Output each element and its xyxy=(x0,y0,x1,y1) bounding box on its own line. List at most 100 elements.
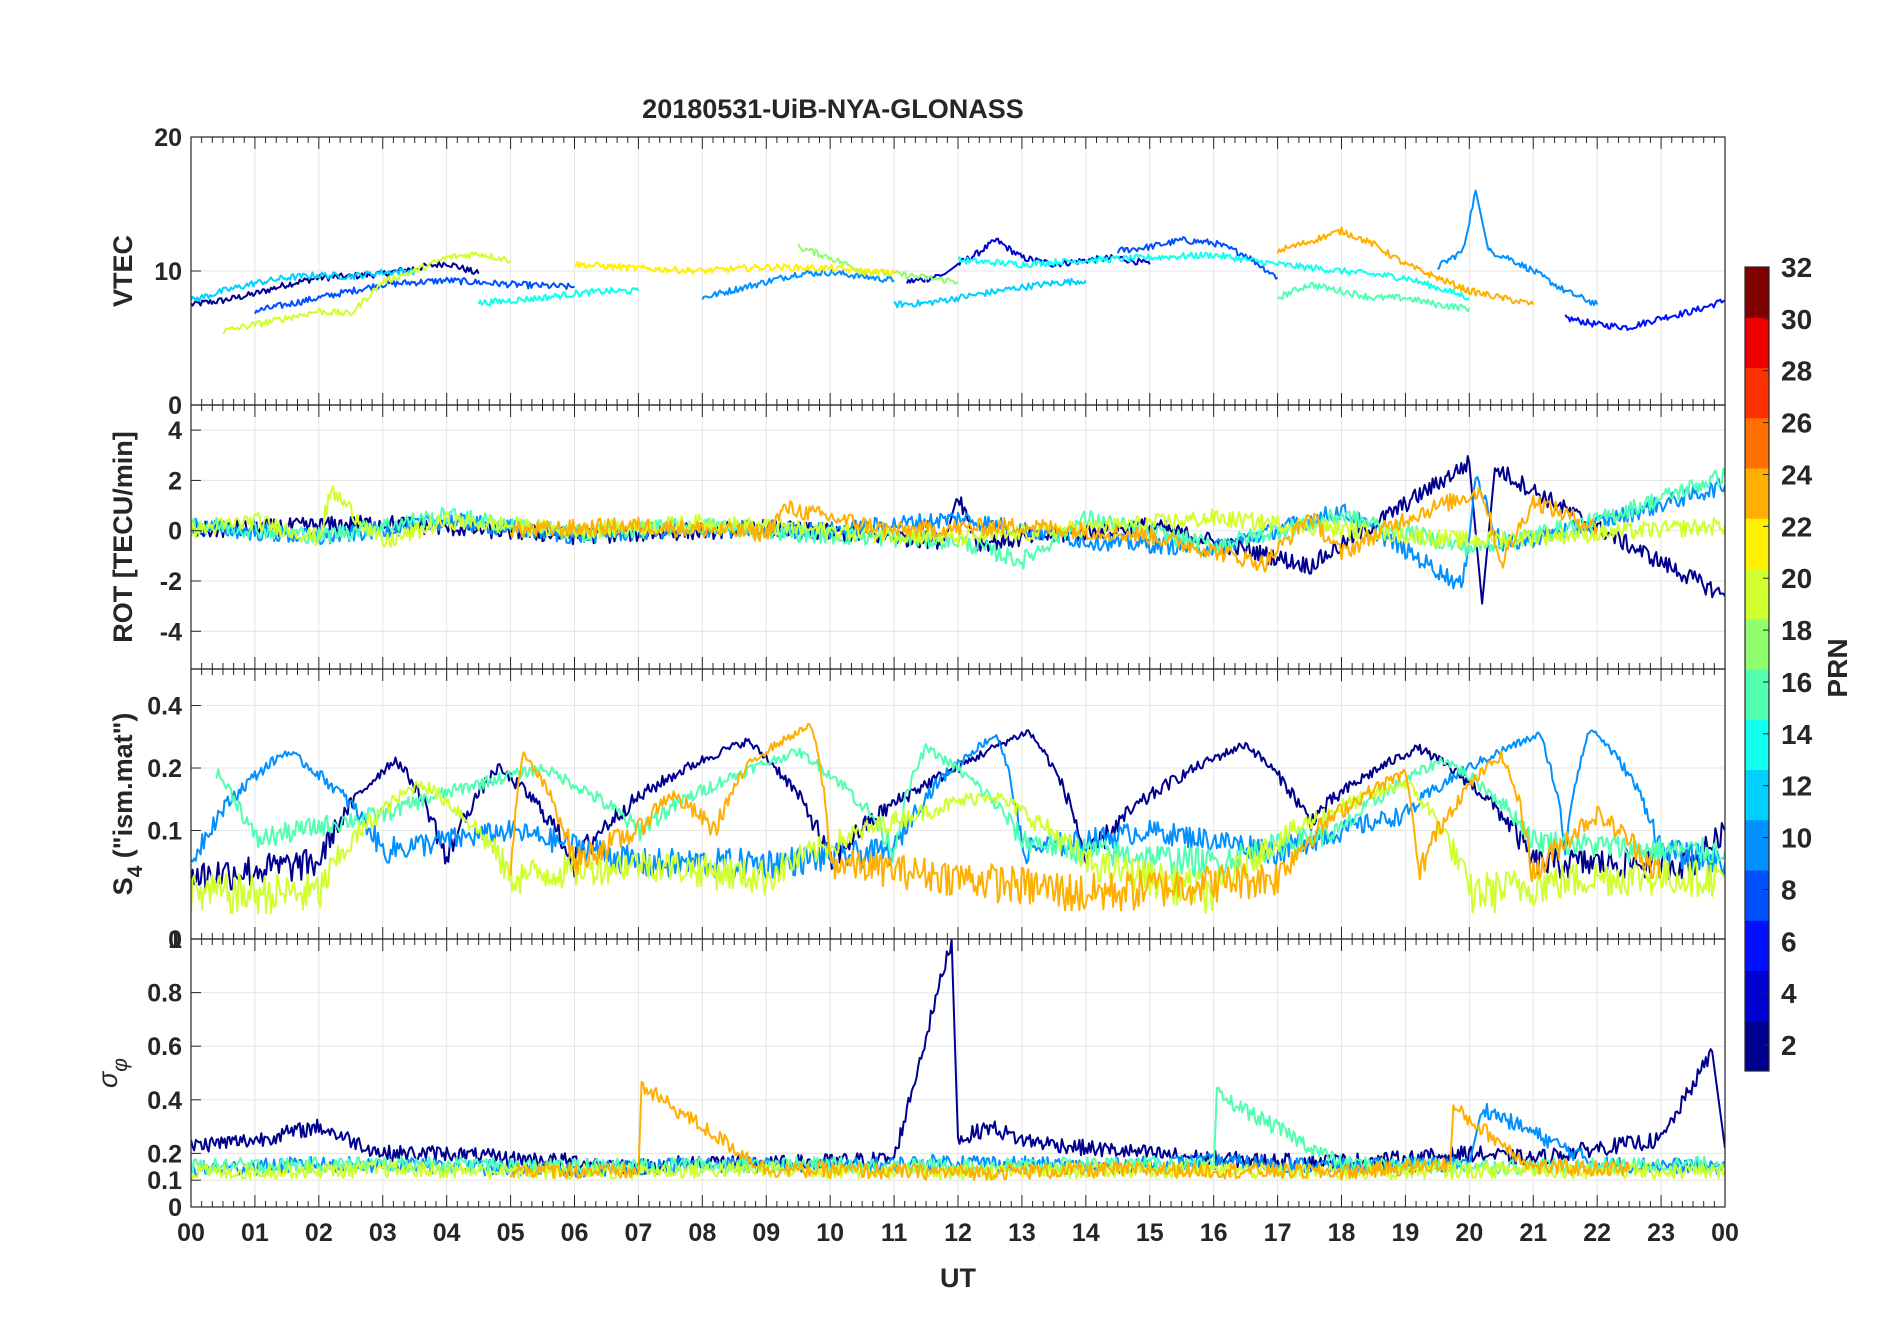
colorbar-tick-label: 26 xyxy=(1781,408,1812,439)
colorbar-segment xyxy=(1745,468,1769,519)
series-prn-23 xyxy=(509,486,1599,573)
y-axis-label: ROT [TECU/min] xyxy=(108,431,138,642)
series-group xyxy=(191,189,1725,335)
y-tick-label: 0 xyxy=(168,392,182,420)
x-tick-label: 10 xyxy=(816,1219,844,1247)
x-tick-label: 00 xyxy=(177,1219,205,1247)
colorbar-tick-label: 6 xyxy=(1781,926,1797,957)
series-group xyxy=(191,939,1725,1181)
colorbar-segment xyxy=(1745,870,1769,921)
colorbar-label: PRN xyxy=(1822,638,1853,697)
colorbar-tick-label: 18 xyxy=(1781,615,1812,646)
y-tick-label: 0.2 xyxy=(147,1140,182,1168)
x-tick-label: 23 xyxy=(1647,1219,1675,1247)
x-ticks xyxy=(190,405,1726,669)
y-tick-label: 0.1 xyxy=(147,817,182,845)
series-prn-10 xyxy=(191,729,1725,880)
panel-s4: 0 0.1 0.2 0.4S4 ("ism.mat") xyxy=(108,668,1726,954)
y-tick-label: 0.6 xyxy=(147,1033,182,1061)
y-tick-label: 0 xyxy=(168,518,182,546)
y-tick-label: 0.4 xyxy=(147,693,182,721)
y-tick-label: 0.4 xyxy=(147,1087,182,1115)
y-axis-label: S4 ("ism.mat") xyxy=(108,713,147,896)
grid xyxy=(191,136,1725,406)
colorbar-tick-label: 2 xyxy=(1781,1030,1797,1061)
y-tick-label: 1 xyxy=(168,926,182,954)
x-tick-label: 13 xyxy=(1008,1219,1036,1247)
x-tick-label: 07 xyxy=(625,1219,653,1247)
series-prn-16 xyxy=(1276,281,1471,313)
x-axis-label: UT xyxy=(940,1263,976,1293)
series-prn-20 xyxy=(191,1160,1725,1181)
y-axis-label: σφ xyxy=(93,1058,132,1088)
x-tick-label: 08 xyxy=(688,1219,716,1247)
x-tick-label: 09 xyxy=(752,1219,780,1247)
series-prn-20 xyxy=(222,251,512,335)
series-prn-12 xyxy=(191,267,416,302)
x-tick-label: 15 xyxy=(1136,1219,1164,1247)
panel-vtec: 0 10 20 VTEC xyxy=(108,124,1726,420)
x-tick-label: 02 xyxy=(305,1219,333,1247)
grid xyxy=(191,405,1725,669)
series-prn-3 xyxy=(905,237,1151,284)
x-ticks xyxy=(190,669,1726,939)
colorbar-segment xyxy=(1745,920,1769,971)
x-ticks xyxy=(190,137,1726,405)
colorbar-frame xyxy=(1744,266,1770,1072)
y-tick-label: 0 xyxy=(168,1194,182,1222)
series-prn-20 xyxy=(191,485,1725,549)
colorbar-tick-label: 24 xyxy=(1781,459,1813,490)
series-prn-23 xyxy=(509,1080,1631,1181)
series-prn-7 xyxy=(254,276,575,315)
x-tick-label: 05 xyxy=(497,1219,525,1247)
series-prn-1 xyxy=(191,455,1725,605)
series-prn-13 xyxy=(957,251,1471,301)
x-ticks xyxy=(190,939,1726,1207)
colorbar-segment xyxy=(1745,618,1769,670)
series-group xyxy=(191,455,1725,605)
series-prn-20 xyxy=(191,780,1725,915)
y-tick-label: 0 xyxy=(168,926,182,954)
colorbar-segment xyxy=(1745,568,1769,620)
series-prn-10 xyxy=(191,476,1725,590)
x-tick-label: 17 xyxy=(1264,1219,1292,1247)
series-prn-14 xyxy=(477,286,640,307)
series-prn-1 xyxy=(191,260,480,307)
colorbar-segment xyxy=(1745,769,1769,821)
x-tick-label: 06 xyxy=(561,1219,589,1247)
x-tick-label: 18 xyxy=(1328,1219,1356,1247)
x-tick-label: 03 xyxy=(369,1219,397,1247)
y-tick-label: 0.2 xyxy=(147,755,182,783)
colorbar-segment xyxy=(1745,417,1769,469)
colorbar-tick-label: 20 xyxy=(1781,563,1812,594)
colorbar-tick-label: 8 xyxy=(1781,874,1797,905)
y-tick-label: 10 xyxy=(154,258,182,286)
colorbar-segment xyxy=(1745,317,1769,368)
colorbar-tick-label: 30 xyxy=(1781,304,1812,335)
colorbar-segment xyxy=(1745,819,1769,871)
y-axis-label: VTEC xyxy=(108,235,138,307)
colorbar-tick-label: 32 xyxy=(1781,252,1812,283)
series-prn-11 xyxy=(893,277,1087,309)
x-tick-label: 04 xyxy=(433,1219,461,1247)
colorbar-tick-label: 4 xyxy=(1781,978,1797,1009)
y-tick-label: 0.1 xyxy=(147,1167,182,1195)
series-prn-23 xyxy=(509,723,1662,912)
series-group xyxy=(191,723,1725,915)
colorbar-segment xyxy=(1745,669,1769,720)
colorbar-segment xyxy=(1745,1020,1769,1072)
x-tick-label: 21 xyxy=(1519,1219,1547,1247)
colorbar-tick-label: 28 xyxy=(1781,356,1812,387)
chart-title: 20180531-UiB-NYA-GLONASS xyxy=(642,94,1024,124)
panel-rot: -4 -2 0 2 4 ROT [TECU/min] xyxy=(108,404,1726,670)
colorbar-tick-label: 12 xyxy=(1781,771,1812,802)
x-tick-label: 01 xyxy=(241,1219,269,1247)
x-tick-label: 16 xyxy=(1200,1219,1228,1247)
y-tick-label: 4 xyxy=(168,417,182,445)
y-tick-label: 2 xyxy=(168,467,182,495)
x-tick-label: 00 xyxy=(1711,1219,1739,1247)
